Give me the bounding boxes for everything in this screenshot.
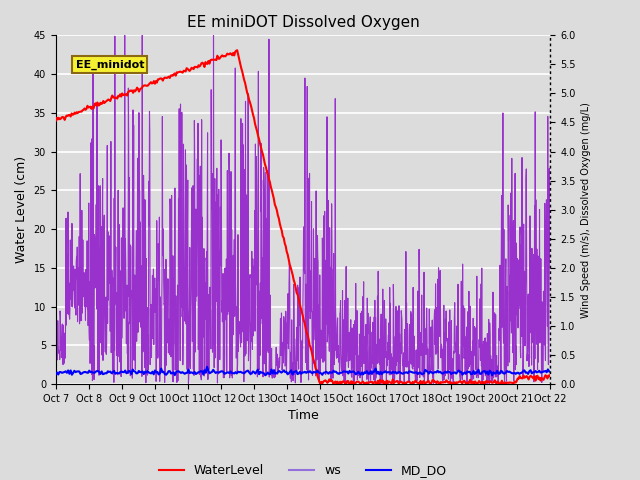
Y-axis label: Wind Speed (m/s), Dissolved Oxygen (mg/L): Wind Speed (m/s), Dissolved Oxygen (mg/L… (581, 102, 591, 318)
Y-axis label: Water Level (cm): Water Level (cm) (15, 156, 28, 263)
X-axis label: Time: Time (288, 409, 319, 422)
Legend: WaterLevel, ws, MD_DO: WaterLevel, ws, MD_DO (154, 459, 452, 480)
Text: EE_minidot: EE_minidot (76, 60, 144, 70)
Title: EE miniDOT Dissolved Oxygen: EE miniDOT Dissolved Oxygen (187, 15, 419, 30)
